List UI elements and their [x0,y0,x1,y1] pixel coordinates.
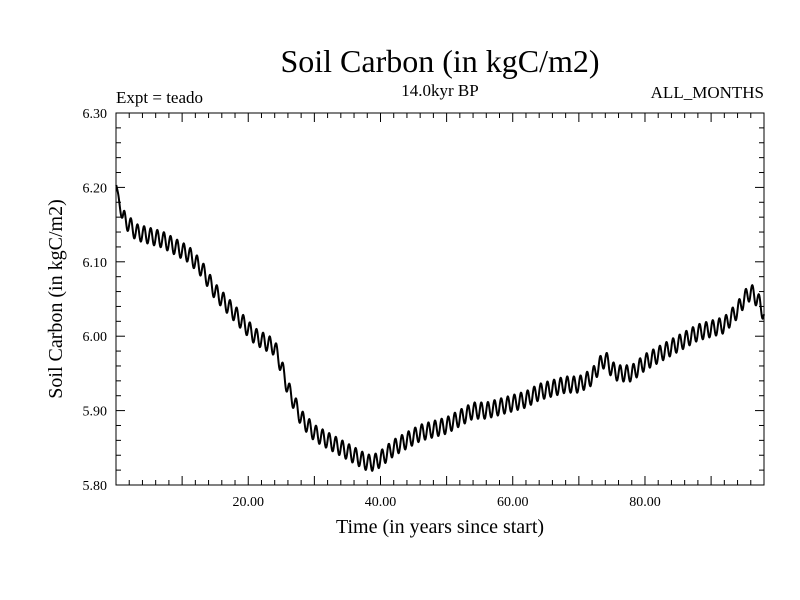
y-tick-label: 5.80 [83,479,108,494]
chart-title: Soil Carbon (in kgC/m2) [280,43,599,79]
x-tick-label: 60.00 [497,495,529,510]
plot-frame [115,112,765,486]
y-axis-label: Soil Carbon (in kgC/m2) [45,199,67,398]
tick-labels: 20.00 40.00 60.00 80.00 5.80 5.90 6.00 6.10 6.20… [83,107,661,510]
y-tick-label: 6.00 [83,330,108,345]
y-tick-label: 6.10 [83,256,108,271]
x-tick-label: 40.00 [365,495,397,510]
series-line-soil-carbon [115,184,765,472]
experiment-label: Expt = teado [116,88,203,107]
y-tick-label: 5.90 [83,405,108,420]
x-tick-label: 80.00 [629,495,661,510]
period-label: 14.0kyr BP [401,81,478,100]
months-label: ALL_MONTHS [651,83,764,102]
x-tick-label: 20.00 [232,495,264,510]
y-tick-label: 6.20 [83,181,108,196]
x-axis-label: Time (in years since start) [336,516,544,538]
y-tick-label: 6.30 [83,107,108,122]
